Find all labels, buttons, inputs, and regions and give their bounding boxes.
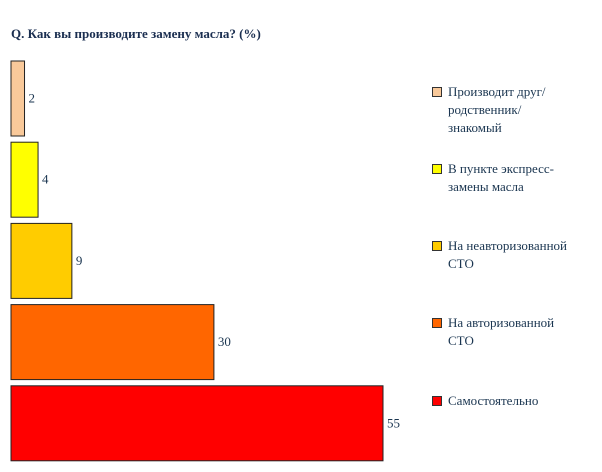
legend-item: На авторизованной СТО bbox=[432, 314, 572, 350]
legend-item: Производит друг/родственник/ знакомый bbox=[432, 83, 572, 137]
value-label: 9 bbox=[76, 253, 83, 268]
chart-title: Q. Как вы производите замену масла? (%) bbox=[11, 26, 261, 41]
legend-item: На неавторизованной СТО bbox=[432, 237, 572, 273]
legend-label: Производит друг/родственник/ знакомый bbox=[448, 84, 546, 135]
legend-swatch bbox=[432, 241, 442, 251]
legend-item: В пункте экспресс-замены масла bbox=[432, 160, 572, 196]
value-label: 2 bbox=[29, 90, 36, 105]
value-label: 55 bbox=[387, 415, 400, 430]
legend-label: На неавторизованной СТО bbox=[448, 238, 568, 271]
legend-swatch bbox=[432, 318, 442, 328]
bar bbox=[10, 60, 26, 137]
value-label: 30 bbox=[218, 334, 231, 349]
legend-swatch bbox=[432, 164, 442, 174]
bar bbox=[10, 304, 215, 381]
legend-label: На авторизованной СТО bbox=[448, 315, 555, 348]
legend-label: Самостоятельно bbox=[448, 393, 539, 408]
value-label: 4 bbox=[42, 172, 49, 187]
legend-label: В пункте экспресс-замены масла bbox=[448, 161, 554, 194]
legend-swatch bbox=[432, 396, 442, 406]
legend-item: Самостоятельно bbox=[432, 392, 572, 410]
bar bbox=[10, 222, 73, 299]
bar bbox=[10, 141, 39, 218]
bar bbox=[10, 385, 384, 462]
legend-swatch bbox=[432, 87, 442, 97]
